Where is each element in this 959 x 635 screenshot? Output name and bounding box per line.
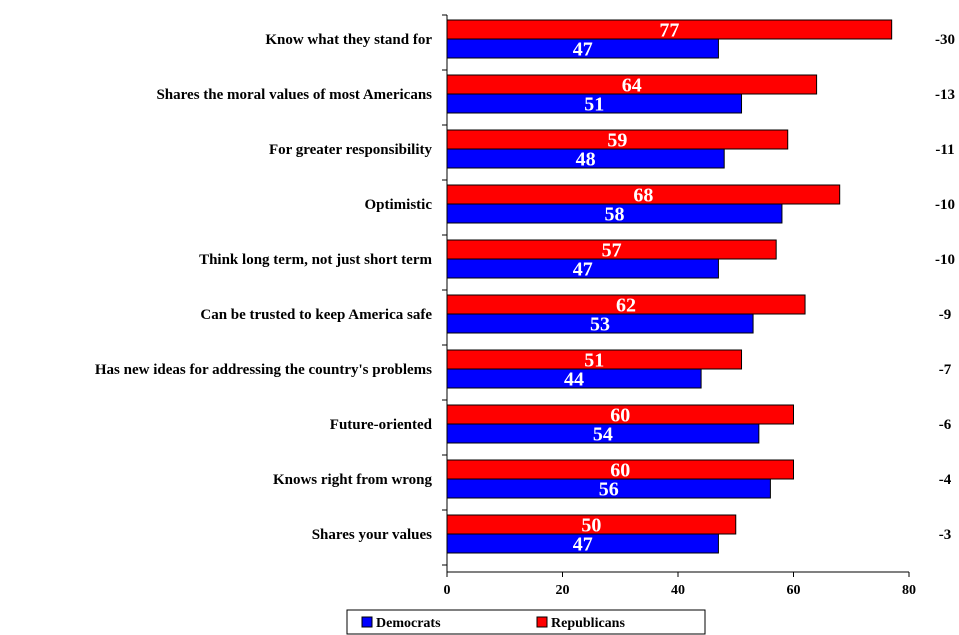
category-labels: Know what they stand for Shares the moral… <box>95 32 433 543</box>
difference-label: -3 <box>939 527 952 543</box>
legend-label-republicans: Republicans <box>551 616 625 631</box>
difference-label: -10 <box>935 252 955 268</box>
bar-value-label: 47 <box>573 534 593 556</box>
category-label: Optimistic <box>365 197 433 213</box>
bar-value-label: 48 <box>576 149 596 171</box>
x-axis: 0 20 40 60 80 <box>442 14 916 598</box>
x-tick-label: 60 <box>787 583 801 598</box>
bar-value-label: 77 <box>659 20 679 42</box>
bar-value-label: 56 <box>599 479 619 501</box>
difference-label: -6 <box>939 417 952 433</box>
bar-value-label: 50 <box>581 515 601 537</box>
category-label: Has new ideas for addressing the country… <box>95 362 432 378</box>
category-label: Know what they stand for <box>265 32 432 48</box>
x-tick-label: 0 <box>444 583 451 598</box>
bar-value-label: 62 <box>616 295 636 317</box>
category-label: Knows right from wrong <box>273 472 433 488</box>
bar-value-label: 60 <box>610 460 630 482</box>
bar-value-label: 47 <box>573 39 593 61</box>
legend: Democrats Republicans <box>346 609 706 635</box>
legend-swatch-democrats <box>361 616 373 628</box>
category-label: Shares your values <box>312 527 432 543</box>
bar-value-label: 54 <box>593 424 613 446</box>
category-label: For greater responsibility <box>269 142 433 158</box>
legend-label-democrats: Democrats <box>376 616 441 631</box>
bar-value-label: 60 <box>610 405 630 427</box>
bar-value-label: 58 <box>604 204 624 226</box>
x-tick-label: 40 <box>671 583 685 598</box>
category-label: Think long term, not just short term <box>199 252 432 268</box>
bar-value-label: 44 <box>564 369 584 391</box>
difference-label: -30 <box>935 32 955 48</box>
x-tick-label: 80 <box>902 583 916 598</box>
difference-label: -11 <box>935 142 954 158</box>
category-label: Can be trusted to keep America safe <box>200 307 432 323</box>
bar-value-label: 53 <box>590 314 610 336</box>
category-label: Shares the moral values of most American… <box>156 87 432 103</box>
bar-value-label: 51 <box>584 94 604 116</box>
legend-swatch-republicans <box>536 616 548 628</box>
legend-box <box>346 609 706 635</box>
bar-value-label: 59 <box>607 130 627 152</box>
difference-label: -10 <box>935 197 955 213</box>
bar-value-label: 47 <box>573 259 593 281</box>
x-tick-label: 20 <box>556 583 570 598</box>
difference-label: -13 <box>935 87 955 103</box>
bar-value-label: 51 <box>584 350 604 372</box>
category-label: Future-oriented <box>330 417 433 433</box>
difference-labels: -30 -13 -11 -10 -10 -9 -7 -6 -4 -3 <box>935 32 955 543</box>
bar-value-label: 64 <box>622 75 642 97</box>
bar-value-label: 57 <box>602 240 622 262</box>
difference-label: -4 <box>939 472 952 488</box>
bar-value-label: 68 <box>633 185 653 207</box>
difference-label: -9 <box>939 307 952 323</box>
difference-label: -7 <box>939 362 952 378</box>
